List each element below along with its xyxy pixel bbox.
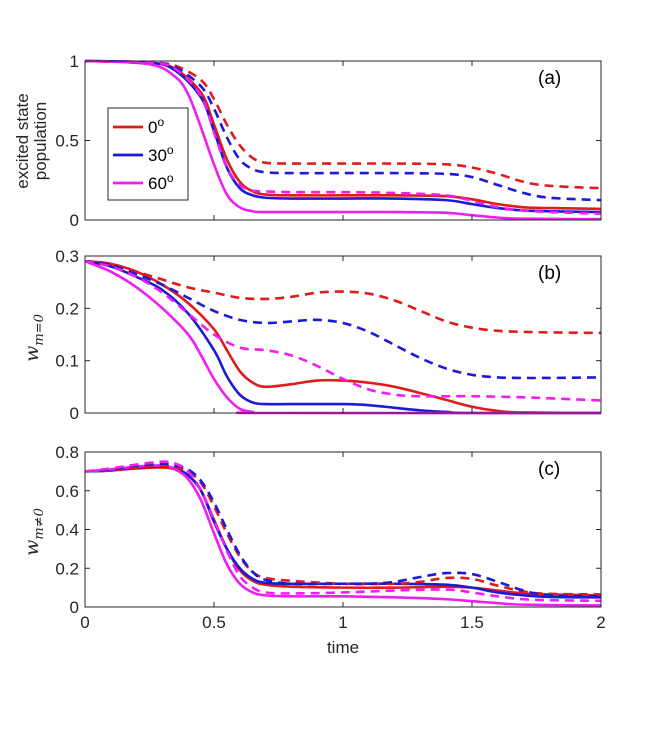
series-a-0deg-solid (84, 59, 602, 211)
y-ticks-a: 00.51 (55, 52, 602, 230)
x-tick-label-1: 0.5 (202, 613, 226, 632)
series-c-60deg-dashed (84, 460, 602, 603)
y-tick-label-c-1: 0.2 (55, 559, 79, 578)
x-ticks: 0 0.5 1 1.5 2 (80, 613, 605, 632)
plot-area-a (84, 59, 602, 221)
y-tick-label-c-2: 0.4 (55, 521, 79, 540)
y-tick-label-a-2: 1 (70, 52, 79, 71)
y-axis-label-b-sub: m=0 (32, 314, 47, 346)
y-tick-label-a-1: 0.5 (55, 132, 79, 151)
panel-a: 00.51 (a) excited state population 0o30o… (13, 52, 602, 230)
plot-area-b (84, 259, 602, 415)
legend-entries: 0o 30o 60o (113, 115, 174, 193)
y-tick-label-c-0: 0 (70, 598, 79, 617)
series-b-0deg-dashed (84, 259, 602, 335)
x-tick-label-0: 0 (80, 613, 89, 632)
y-ticks-c: 0 0.2 0.4 0.6 0.8 (55, 443, 602, 617)
x-axis-label: time (327, 638, 359, 657)
series-b-30deg-solid (84, 259, 602, 415)
legend-label-30deg: 30o (148, 143, 174, 165)
y-tick-label-a-0: 0 (70, 211, 79, 230)
panel-label-b: (b) (538, 263, 561, 284)
x-tick-label-3: 1.5 (460, 613, 484, 632)
series-b-30deg-dashed (84, 259, 602, 380)
series-b-60deg-dashed (84, 259, 602, 402)
series-a-30deg-dashed (84, 59, 602, 202)
y-axis-label-c-main: w (21, 540, 43, 556)
x-tick-label-4: 2 (596, 613, 605, 632)
y-tick-label-b-3: 0.3 (55, 247, 79, 266)
y-axis-label-c: wm≠0 (21, 508, 47, 556)
series-a-60deg-solid (84, 59, 602, 221)
x-tick-label-2: 1 (338, 613, 347, 632)
plot-area-c (84, 460, 602, 607)
panel-c: 0 0.2 0.4 0.6 0.8 0 0.5 1 1.5 2 (c) wm≠0 time (21, 443, 606, 657)
y-tick-label-c-3: 0.6 (55, 482, 79, 501)
svg-text:wm≠0: wm≠0 (21, 508, 47, 556)
y-ticks-b: 0 0.1 0.2 0.3 (55, 247, 602, 423)
y-axis-label-a: excited state population (13, 93, 50, 188)
series-c-30deg-dashed (84, 462, 602, 598)
series-a-60deg-dashed (84, 59, 602, 215)
y-tick-label-b-2: 0.2 (55, 299, 79, 318)
y-axis-label-c-sub: m≠0 (32, 508, 47, 540)
panel-label-c: (c) (538, 459, 560, 480)
legend-label-60deg: 60o (148, 171, 174, 193)
svg-text:wm=0: wm=0 (21, 314, 47, 362)
y-axis-label-b: wm=0 (21, 314, 47, 362)
y-axis-label-a-line1: excited state (13, 93, 32, 188)
y-tick-label-b-1: 0.1 (55, 352, 79, 371)
y-tick-label-b-0: 0 (70, 404, 79, 423)
legend-label-0deg: 0o (148, 115, 164, 137)
y-axis-label-b-main: w (21, 346, 43, 362)
panel-label-a: (a) (538, 68, 561, 89)
y-tick-label-c-4: 0.8 (55, 443, 79, 462)
legend: 0o 30o 60o (107, 107, 189, 201)
y-axis-label-a-line2: population (31, 102, 50, 180)
panel-b: 0 0.1 0.2 0.3 (b) wm=0 (21, 247, 602, 423)
